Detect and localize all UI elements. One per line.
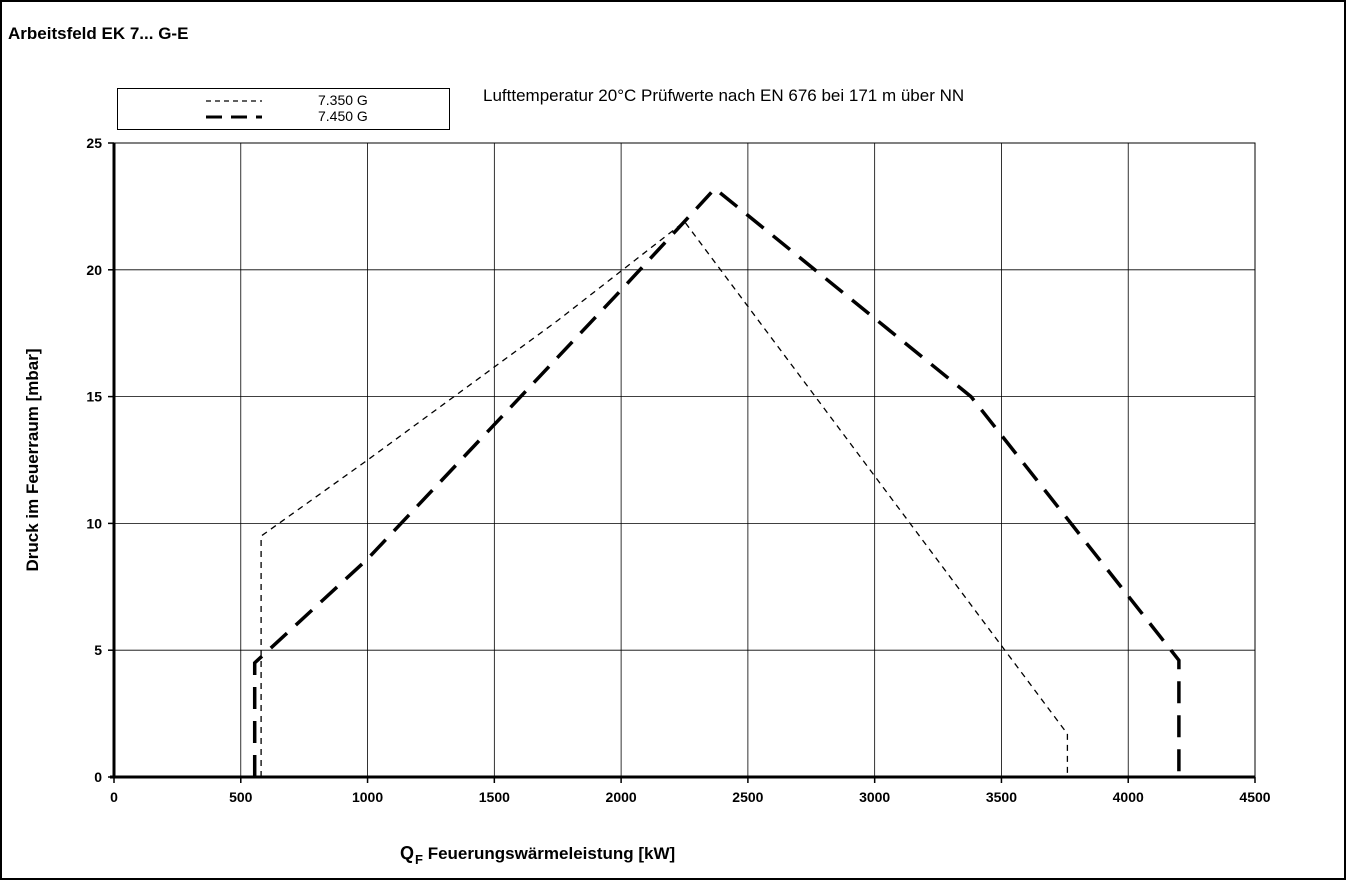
x-axis-symbol: Q [400,843,415,863]
x-tick-label: 0 [110,789,118,805]
x-axis-label: QF Feuerungswärmeleistung [kW] [400,843,676,867]
legend-label-7350: 7.350 G [318,92,368,108]
x-axis-subscript: F [415,852,423,867]
chart-header-title: Arbeitsfeld EK 7... G-E [8,24,189,43]
y-tick-label: 25 [86,135,102,151]
legend-entry-7450: 7.450 G [118,108,449,126]
chart-subtitle: Lufttemperatur 20°C Prüfwerte nach EN 67… [483,86,965,105]
series-line-7-350-g [260,220,1069,777]
x-tick-label: 4500 [1239,789,1270,805]
series-lines [252,186,1181,777]
x-tick-label: 3000 [859,789,890,805]
y-tick-label: 20 [86,262,102,278]
plot-area [113,142,1256,778]
legend-entry-7350: 7.350 G [118,92,449,110]
x-tick-label: 3500 [986,789,1017,805]
x-tick-label: 2000 [606,789,637,805]
legend-swatch-7450 [206,115,262,119]
y-tick-label: 5 [94,642,102,658]
series-line-7-450-g [252,186,1181,777]
x-tick-label: 500 [229,789,253,805]
y-axis-label: Druck im Feuerraum [mbar] [23,348,42,572]
legend-swatch-7350 [206,100,262,102]
y-tick-label: 10 [86,515,102,531]
x-tick-label: 1500 [479,789,510,805]
x-tick-label: 2500 [732,789,763,805]
x-axis-text: Feuerungswärmeleistung [kW] [427,844,676,863]
x-tick-label: 1000 [352,789,383,805]
tick-labels: 0 500 1000 1500 2000 2500 3000 3500 4000 4500 0 5 10… [86,135,1270,805]
y-tick-label: 0 [94,769,102,785]
x-tick-label: 4000 [1113,789,1144,805]
legend-label-7450: 7.450 G [318,108,368,124]
y-tick-label: 15 [86,389,102,405]
grid [113,142,1256,778]
axes [108,142,1256,783]
legend: 7.350 G 7.450 G [117,88,450,130]
